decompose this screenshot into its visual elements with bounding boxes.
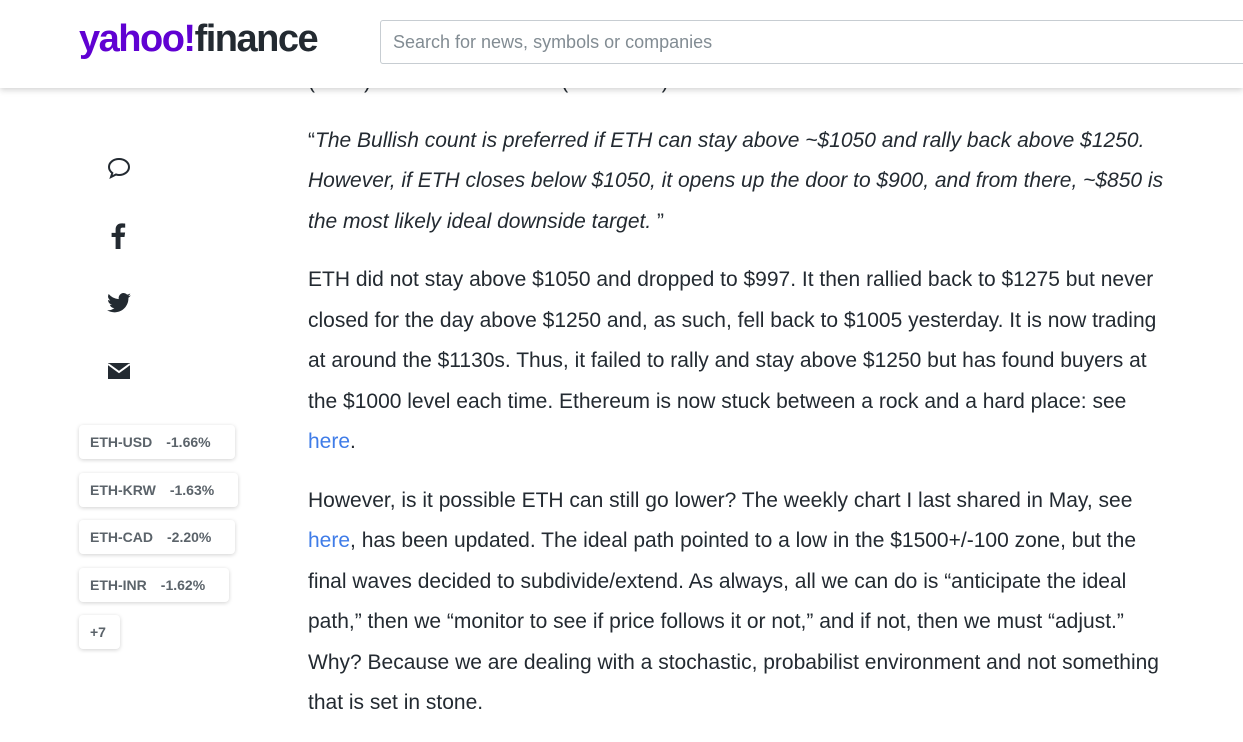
link[interactable]: here [308, 430, 351, 453]
more-tickers[interactable]: +7 [79, 615, 120, 649]
mail-icon[interactable] [106, 359, 132, 383]
ticker-chip[interactable]: ETH-USD -1.66% [79, 425, 235, 459]
link[interactable]: here [308, 529, 351, 552]
logo-finance: finance [194, 18, 319, 60]
text: However, is it possible ETH can still go… [308, 488, 1133, 512]
ticker-change: -2.20% [167, 529, 212, 545]
search-box[interactable]: Search for news, symbols or companies [380, 20, 1243, 64]
text: ” [651, 209, 665, 233]
ticker-change: -1.63% [169, 482, 215, 498]
paragraph: However, is it possible ETH can still go… [308, 481, 1166, 724]
article-body: (ETH-) count for Ethereum (ETH-USD). Rea… [308, 62, 1166, 742]
ticker-chip[interactable]: ETH-KRW -1.63% [79, 473, 239, 507]
ticker-change: -1.62% [160, 577, 206, 593]
ticker-change: -1.66% [166, 434, 211, 450]
text: . [350, 430, 356, 453]
comments-icon[interactable] [106, 155, 132, 181]
facebook-icon[interactable] [106, 222, 132, 250]
ticker-chip[interactable]: ETH-INR -1.62% [79, 568, 230, 602]
text: “ [308, 128, 315, 152]
ticker-symbol: ETH-CAD [90, 529, 153, 545]
paragraph: “The Bullish count is preferred if ETH c… [308, 121, 1166, 243]
twitter-icon[interactable] [106, 290, 132, 316]
paragraph: ETH did not stay above $1050 and dropped… [308, 260, 1166, 463]
ticker-chip[interactable]: ETH-CAD -2.20% [79, 520, 236, 554]
ticker-symbol: ETH-KRW [90, 482, 156, 498]
ticker-symbol: ETH-USD [90, 434, 153, 450]
text: ETH did not stay above $1050 and dropped… [308, 268, 1157, 413]
text: The Bullish count is preferred if ETH ca… [308, 128, 1164, 233]
page: yahoo!finance Search for news, symbols o… [0, 0, 1243, 714]
text: , has been updated. The ideal path point… [308, 529, 1159, 714]
logo-yahoo: yahoo! [79, 18, 196, 60]
logo[interactable]: yahoo!finance [79, 18, 319, 61]
header: yahoo!finance Search for news, symbols o… [0, 0, 1243, 88]
ticker-symbol: ETH-INR [90, 577, 147, 593]
